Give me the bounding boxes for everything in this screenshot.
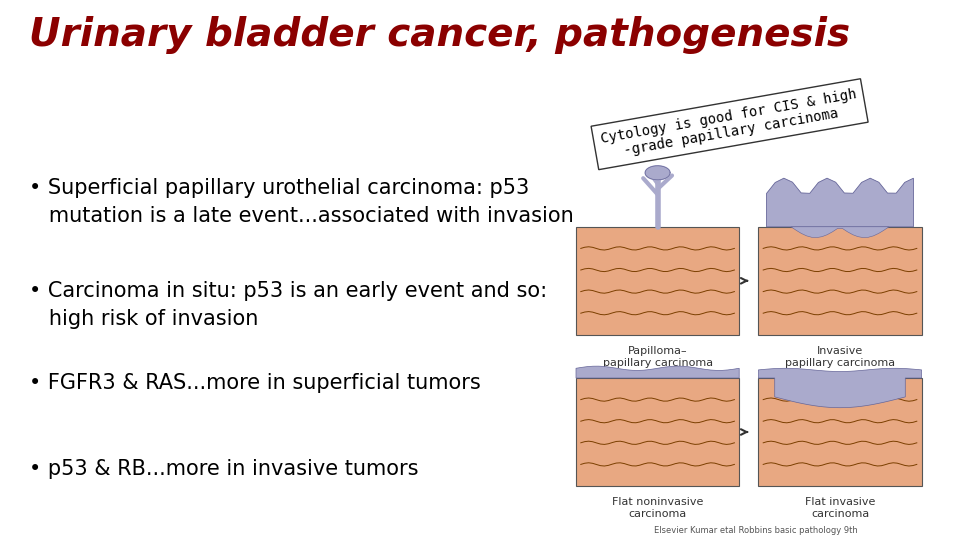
Bar [576, 378, 739, 486]
Text: Elsevier Kumar etal Robbins basic pathology 9th: Elsevier Kumar etal Robbins basic pathol… [654, 525, 857, 535]
Bar [576, 227, 739, 335]
Text: • p53 & RB...more in invasive tumors: • p53 & RB...more in invasive tumors [29, 459, 419, 479]
Text: Urinary bladder cancer, pathogenesis: Urinary bladder cancer, pathogenesis [29, 16, 850, 54]
Text: • FGFR3 & RAS...more in superficial tumors: • FGFR3 & RAS...more in superficial tumo… [29, 373, 481, 393]
Text: Flat noninvasive
carcinoma: Flat noninvasive carcinoma [612, 497, 704, 519]
Text: Papilloma–
papillary carcinoma: Papilloma– papillary carcinoma [603, 346, 712, 368]
Polygon shape [766, 178, 914, 227]
Polygon shape [791, 227, 889, 238]
Text: Flat invasive
carcinoma: Flat invasive carcinoma [804, 497, 876, 519]
Text: • Superficial papillary urothelial carcinoma: p53
   mutation is a late event...: • Superficial papillary urothelial carci… [29, 178, 573, 226]
Text: • Carcinoma in situ: p53 is an early event and so:
   high risk of invasion: • Carcinoma in situ: p53 is an early eve… [29, 281, 547, 329]
Bar [758, 227, 922, 335]
Polygon shape [645, 166, 670, 180]
Bar [758, 378, 922, 486]
Polygon shape [758, 368, 922, 408]
Polygon shape [576, 366, 739, 378]
Text: Cytology is good for CIS & high
-grade papillary carcinoma: Cytology is good for CIS & high -grade p… [599, 87, 860, 161]
Text: Invasive
papillary carcinoma: Invasive papillary carcinoma [785, 346, 895, 368]
